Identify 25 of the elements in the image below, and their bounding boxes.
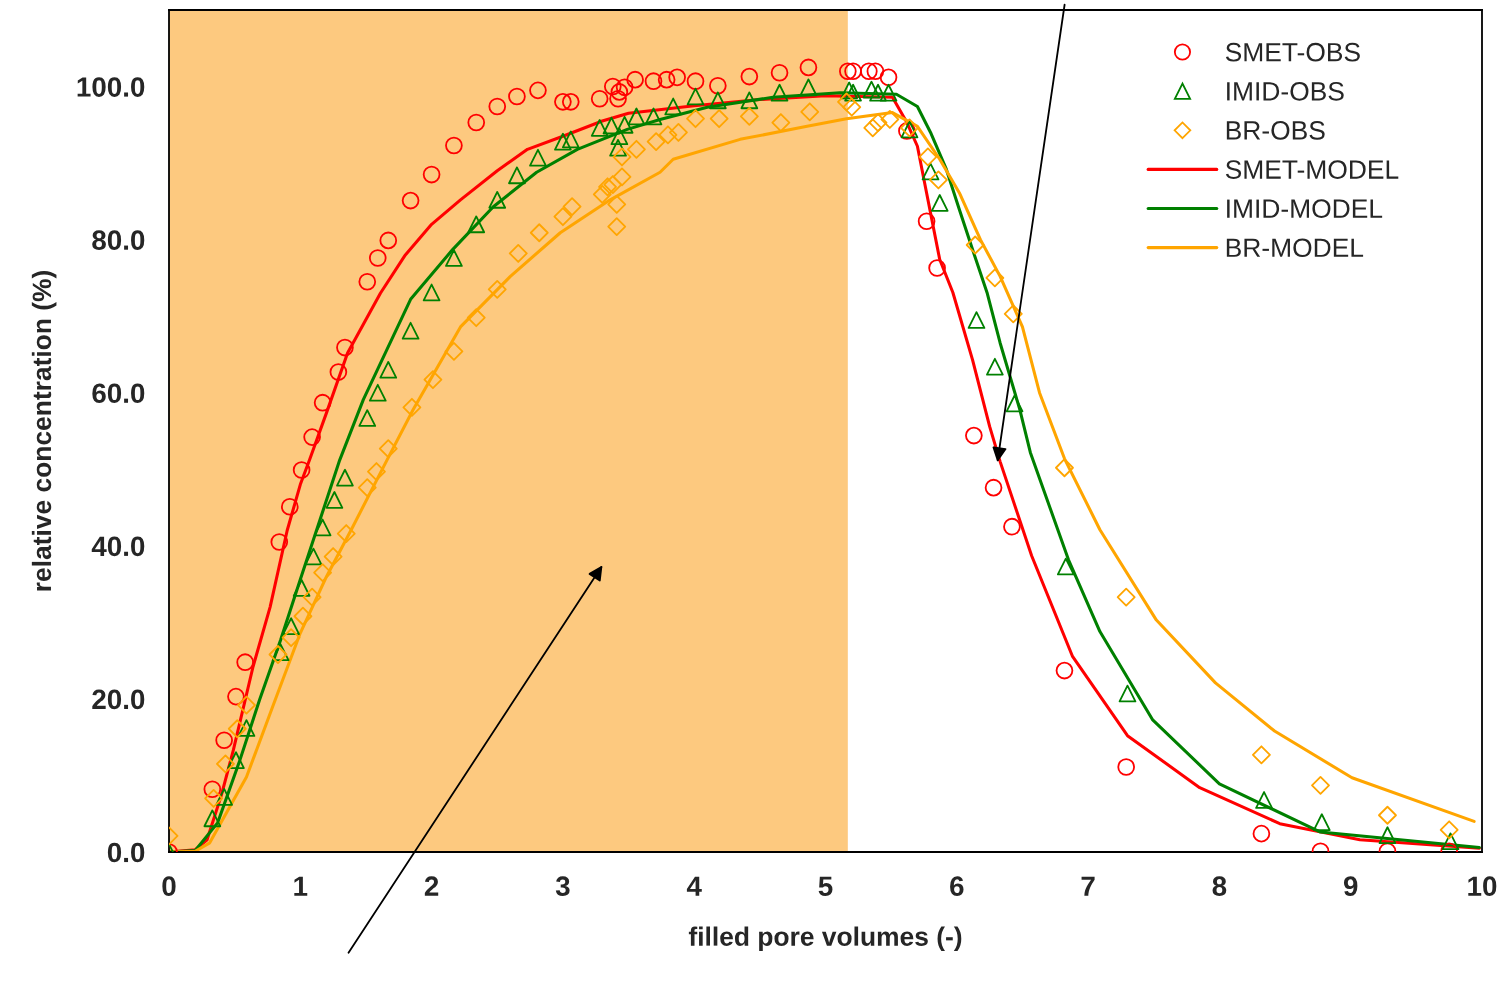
x-tick-label: 8 xyxy=(1212,876,1227,897)
x-tick-label: 2 xyxy=(424,876,439,896)
x-tick-label: 1 xyxy=(294,876,308,896)
x-tick-label: 3 xyxy=(555,876,570,897)
legend-label: IMID-MODEL xyxy=(1227,199,1383,219)
x-axis-title: filled pore volumes (-) xyxy=(688,926,962,952)
x-tick-label: 0 xyxy=(162,876,176,897)
legend-label: BR-MODEL xyxy=(1226,238,1364,258)
y-tick-label: 20.0 xyxy=(92,689,145,710)
y-axis-title: relative concentration (%) xyxy=(31,271,57,591)
y-tick-label: 60.0 xyxy=(92,383,145,404)
y-tick-label: 40.0 xyxy=(91,536,145,557)
x-tick-label: 6 xyxy=(950,876,964,897)
legend-label: IMID-OBS xyxy=(1227,81,1344,101)
legend-label: SMET-OBS xyxy=(1225,42,1360,62)
x-tick-label: 10 xyxy=(1468,876,1497,897)
y-tick-label: 100.0 xyxy=(77,77,145,97)
legend-label: SMET-MODEL xyxy=(1225,160,1399,179)
x-tick-label: 7 xyxy=(1081,876,1095,896)
x-tick-label: 5 xyxy=(818,876,833,897)
x-tick-label: 4 xyxy=(686,876,702,896)
legend-label: BR-OBS xyxy=(1226,121,1325,140)
x-tick-label: 9 xyxy=(1343,876,1358,897)
y-tick-label: 0.0 xyxy=(107,842,145,863)
y-tick-label: 80.0 xyxy=(92,230,145,250)
